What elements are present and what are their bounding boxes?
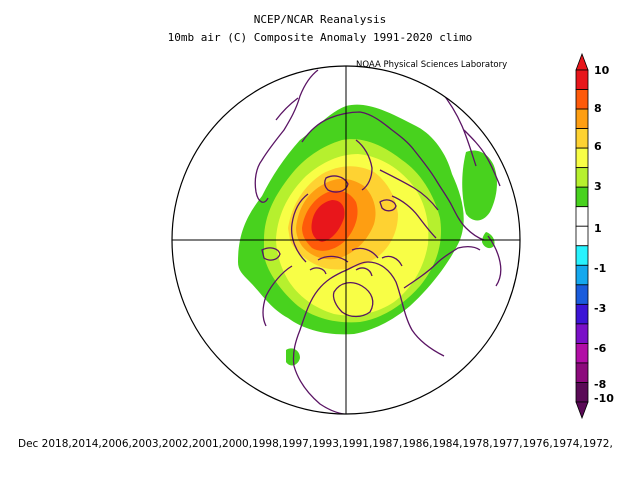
anomaly-field <box>238 104 497 366</box>
coastline-scandinavia <box>301 111 415 151</box>
colorbar-bin <box>575 128 589 149</box>
colorbar-bin <box>575 323 589 344</box>
credit-label: NOAA Physical Sciences Laboratory <box>356 60 508 70</box>
colorbar-bin <box>575 303 589 325</box>
map-border <box>171 65 521 415</box>
anomaly-contour-1b <box>462 150 497 221</box>
coastline-siberia <box>379 149 485 241</box>
coastline-hudson-bay <box>332 281 374 318</box>
colorbar-tick-label: -6 <box>594 342 607 355</box>
colorbar-tick-label: -10 <box>594 392 614 405</box>
title-line-2: 10mb air (C) Composite Anomaly 1991-2020… <box>167 31 473 44</box>
colorbar-bin <box>575 89 589 110</box>
colorbar-top-arrow <box>575 52 589 71</box>
composite-years-list: Dec 2018,2014,2006,2003,2002,2001,2000,1… <box>18 438 613 450</box>
colorbar-bottom-arrow <box>575 401 589 420</box>
colorbar-bin <box>575 147 589 169</box>
colorbar-tick-label: 8 <box>594 102 602 115</box>
colorbar-bin <box>575 343 589 364</box>
colorbar-bin <box>575 167 589 188</box>
colorbar-tick-label: -3 <box>594 302 606 315</box>
colorbar-tick-label: 6 <box>594 140 602 153</box>
colorbar-ticks: 10 8 6 3 1 -1 -3 -6 -8-10 <box>594 64 614 405</box>
coastline-greenland <box>262 193 309 327</box>
coastline-europe <box>254 69 319 203</box>
colorbar-bin <box>575 206 589 227</box>
coastline-arctic-islands <box>324 175 397 212</box>
colorbar-tick-label: -1 <box>594 262 606 275</box>
colorbar-tick-label: 1 <box>594 222 602 235</box>
colorbar-bin <box>575 284 589 305</box>
colorbar-bin <box>575 382 589 403</box>
title-line-1: NCEP/NCAR Reanalysis <box>253 13 387 26</box>
colorbar-bin <box>575 69 589 90</box>
coastline-alaska <box>403 246 481 289</box>
colorbar-bin <box>575 108 589 129</box>
colorbar-tick-label: 3 <box>594 180 602 193</box>
coastline-canadian-islands <box>309 247 403 277</box>
coastline-novaya-zemlya <box>355 139 373 191</box>
anomaly-contour-10 <box>311 200 345 242</box>
colorbar-bin <box>575 186 589 208</box>
coastline-iceland <box>261 247 281 261</box>
coastline-north-america <box>292 261 445 414</box>
colorbar-bin <box>575 225 589 247</box>
colorbar-bin <box>575 362 589 383</box>
coastline-kamchatka <box>487 235 502 287</box>
colorbar-bin <box>575 264 589 286</box>
colorbar-tick-label: -8 <box>594 378 606 391</box>
colorbar-tick-label: 10 <box>594 64 610 77</box>
colorbar-bin <box>575 245 589 266</box>
colorbar-bins <box>575 52 589 420</box>
